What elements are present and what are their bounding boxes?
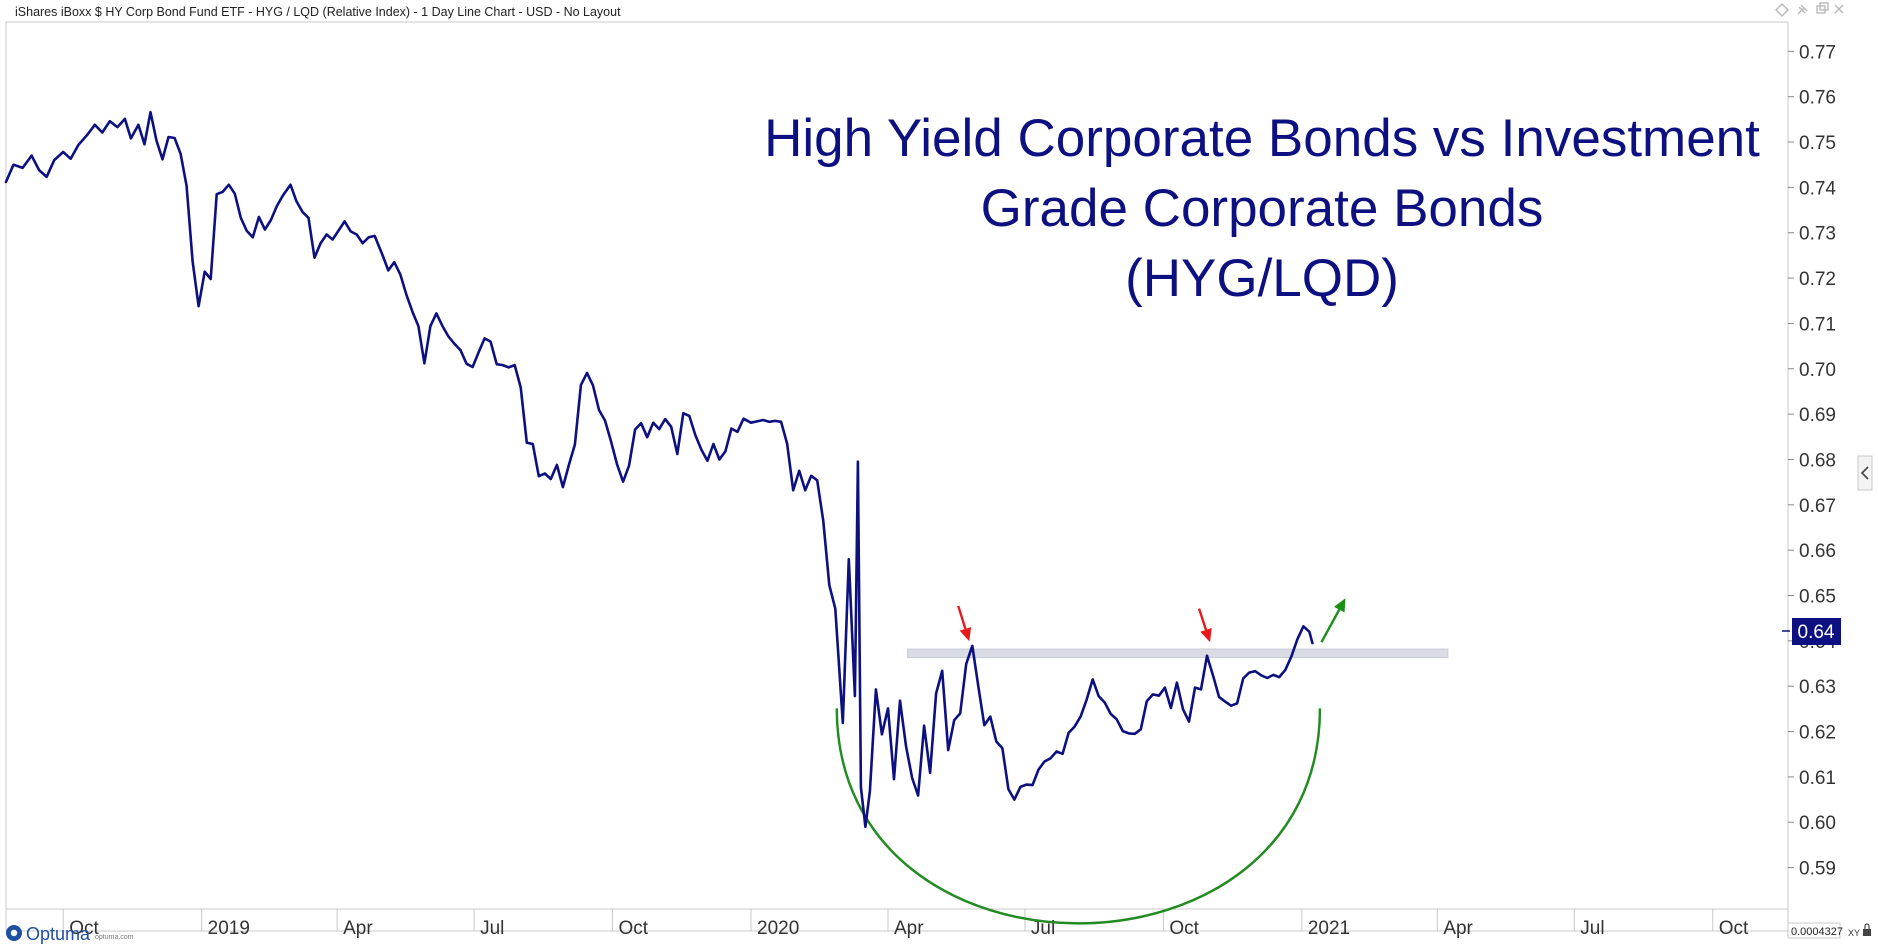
y-tick-label: 0.70 <box>1799 360 1836 381</box>
y-tick-label: 0.71 <box>1799 314 1836 335</box>
y-tick-label: 0.66 <box>1799 541 1836 562</box>
y-tick-label: 0.68 <box>1799 450 1836 471</box>
x-tick-label: Oct <box>69 918 99 939</box>
series-layer <box>4 110 1314 829</box>
panel-collapse-handle[interactable] <box>1857 455 1873 491</box>
diamond-icon[interactable] <box>1775 3 1789 17</box>
pin-icon[interactable] <box>1797 4 1808 15</box>
resistance-band <box>907 648 1449 659</box>
y-tick-label: 0.59 <box>1799 859 1836 880</box>
x-tick-label: Jul <box>480 918 504 939</box>
y-tick-label: 0.72 <box>1799 269 1836 290</box>
y-tick-label: 0.74 <box>1799 178 1836 199</box>
y-tick-label: 0.65 <box>1799 587 1836 608</box>
green-arrow <box>1320 598 1346 643</box>
x-tick-label: Apr <box>894 918 924 939</box>
red-arrow <box>1197 608 1212 643</box>
y-tick-label: 0.63 <box>1799 677 1836 698</box>
red-arrow <box>957 605 972 642</box>
y-tick-label: 0.61 <box>1799 768 1836 789</box>
x-axis: Oct 2019 Apr Jul Oct 2020 Apr Jul Oct 2021 Apr Jul O… <box>62 909 1749 939</box>
x-tick-label: Oct <box>1719 918 1749 939</box>
x-tick-label: 2019 <box>208 918 250 939</box>
window-title: iShares iBoxx $ HY Corp Bond Fund ETF - … <box>15 5 621 19</box>
y-tick-label: 0.62 <box>1799 723 1836 744</box>
x-tick-label: Oct <box>619 918 649 939</box>
window-toolbar <box>1775 2 1844 17</box>
xy-mode-toggle[interactable]: XY <box>1848 923 1871 938</box>
x-tick-label: 2021 <box>1308 918 1350 939</box>
brand-name: Optuma <box>26 924 91 944</box>
x-tick-label: Apr <box>343 918 373 939</box>
chart-title-line-1: High Yield Corporate Bonds vs Investment <box>764 109 1760 168</box>
annotations-front <box>957 598 1346 643</box>
brand-url: optuma.com <box>95 934 134 941</box>
chart-title: High Yield Corporate Bonds vs Investment… <box>764 109 1760 308</box>
y-tick-label: 0.76 <box>1799 88 1836 109</box>
x-tick-label: Jul <box>1580 918 1604 939</box>
y-tick-label: 0.75 <box>1799 133 1836 154</box>
y-tick-label: 0.67 <box>1799 496 1836 517</box>
restore-window-icon[interactable] <box>1816 2 1829 14</box>
scale-readout: 0.0004327 <box>1787 922 1843 939</box>
y-tick-label: 0.60 <box>1799 813 1836 834</box>
lock-icon <box>1863 923 1871 936</box>
chevron-left-icon <box>1860 466 1869 480</box>
x-tick-label: Apr <box>1443 918 1473 939</box>
last-value-label: 0.64 <box>1782 618 1841 645</box>
y-tick-label: 0.73 <box>1799 224 1836 245</box>
close-icon[interactable] <box>1834 4 1844 14</box>
y-axis: 0.77 0.76 0.75 0.74 0.73 0.72 0.71 0.70 0.69 0.68… <box>1788 42 1836 880</box>
series-line <box>4 110 1314 829</box>
x-tick-label: 2020 <box>757 918 799 939</box>
y-tick-label: 0.77 <box>1799 42 1836 63</box>
x-tick-label: Oct <box>1169 918 1199 939</box>
chart-title-line-2: Grade Corporate Bonds <box>981 179 1544 238</box>
xy-mode-label: XY <box>1848 928 1860 938</box>
y-tick-label: 0.69 <box>1799 405 1836 426</box>
last-value-text: 0.64 <box>1798 622 1835 643</box>
optuma-logo: Optuma optuma.com <box>6 924 134 944</box>
scale-readout-value: 0.0004327 <box>1791 926 1843 938</box>
chart-title-line-3: (HYG/LQD) <box>1125 249 1399 308</box>
plot-area <box>5 21 1789 932</box>
